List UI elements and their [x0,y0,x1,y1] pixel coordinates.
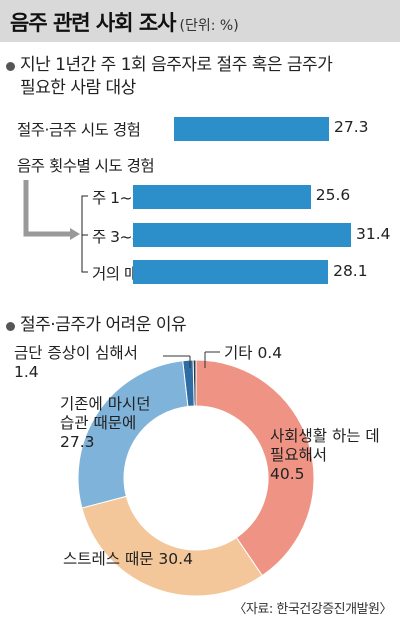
slice-label-other: 기타 0.4 [224,344,282,362]
section-bullet-icon [6,322,15,331]
unit-label: (단위: %) [179,18,239,34]
pie-section-title: 절주·금주가 어려운 이유 [20,315,187,335]
bar-section-title: 지난 1년간 주 1회 음주자로 절주 혹은 금주가 필요한 사람 대상 [20,55,333,98]
bar-attempt [174,117,329,141]
bar-3-4 [133,223,351,247]
bar-value-3-4: 31.4 [356,225,391,243]
slice-label-stress: 스트레스 때문 30.4 [63,550,193,568]
group-label: 음주 횟수별 시도 경험 [17,157,155,175]
bar-1-2 [133,185,311,209]
bar-value-attempt: 27.3 [334,118,369,136]
section-bullet-icon [6,62,15,71]
bar-label-attempt: 절주·금주 시도 경험 [17,121,141,139]
header: 음주 관련 사회 조사 (단위: %) [0,0,400,42]
bar-value-1-2: 25.6 [315,186,351,204]
slice-label-withdrawal: 금단 증상이 심해서 1.4 [14,344,138,381]
chart-title: 음주 관련 사회 조사 (단위: %) [10,11,239,35]
slice-social [195,359,315,577]
slice-withdrawal [182,359,195,408]
slice-habit [77,360,189,509]
bar-value-daily: 28.1 [333,262,368,280]
source-note: 〈자료: 한국건강증진개발원〉 [233,602,392,617]
slice-label-social: 사회생활 하는 데 필요해서 40.5 [270,427,380,483]
slice-label-habit: 기존에 마시던 습관 때문에 27.3 [60,395,151,451]
slice-stress [81,495,264,597]
bar-daily [133,260,329,284]
